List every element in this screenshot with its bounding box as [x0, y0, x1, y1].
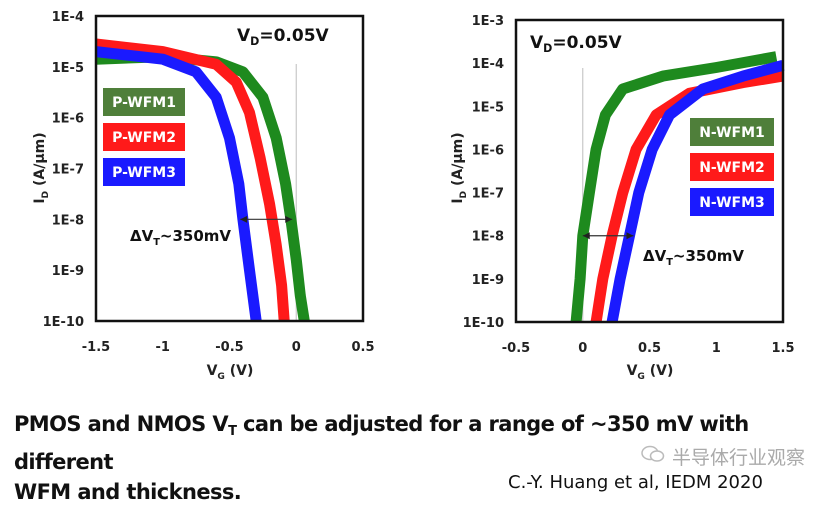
delta-vt-annotation: ΔVT~350mV	[643, 247, 744, 268]
series-line-p-wfm2	[95, 38, 290, 322]
watermark: 半导体行业观察	[640, 443, 805, 470]
y-tick-label: 1E-5	[472, 100, 504, 115]
caption-line2: WFM and thickness.	[14, 480, 242, 504]
x-tick-label: 0.5	[351, 340, 374, 355]
arrowhead-right	[626, 232, 634, 240]
arrowhead-left	[582, 232, 590, 240]
chart-figure: 1E-4 1E-5 1E-6 1E-7 1E-8 1E-9 1E-10 -1.5 -1 -0.5 0…	[32, 10, 795, 382]
legend-item-p-wfm1: P-WFM1	[103, 88, 185, 116]
series-line-p-wfm3	[95, 46, 262, 322]
legend-label: P-WFM3	[112, 165, 176, 181]
y-tick-label: 1E-8	[52, 213, 84, 228]
citation: C.-Y. Huang et al, IEDM 2020	[508, 472, 763, 493]
legend-item-p-wfm2: P-WFM2	[103, 123, 185, 151]
legend-label: N-WFM3	[699, 195, 765, 211]
x-tick-label: 1	[712, 341, 721, 356]
legend-item-p-wfm3: P-WFM3	[103, 158, 185, 186]
plot-pmos: 1E-4 1E-5 1E-6 1E-7 1E-8 1E-9 1E-10 -1.5 -1 -0.5 0…	[32, 10, 375, 382]
delta-vt-annotation: ΔVT~350mV	[130, 227, 231, 248]
legend-swatch	[690, 153, 774, 181]
legend-item-n-wfm3: N-WFM3	[690, 188, 774, 216]
series-line-n-wfm1	[570, 51, 778, 323]
arrowhead-right	[285, 215, 293, 223]
legend-label: P-WFM2	[112, 130, 176, 146]
y-tick-label: 1E-7	[472, 187, 504, 202]
y-tick-label: 1E-8	[472, 230, 504, 245]
y-tick-label: 1E-6	[52, 112, 84, 127]
caption-sub: T	[228, 424, 237, 439]
legend-swatch	[690, 188, 774, 216]
y-tick-label: 1E-4	[52, 10, 84, 25]
vd-annotation: VD=0.05V	[237, 26, 330, 48]
vd-annotation: VD=0.05V	[530, 33, 623, 55]
x-tick-label: -1.5	[82, 340, 110, 355]
legend-label: N-WFM1	[699, 125, 765, 141]
caption-part2: can be adjusted for a range of ~350 mV w…	[14, 412, 749, 474]
legend-label: N-WFM2	[699, 160, 765, 176]
y-axis-title: ID (A/μm)	[450, 132, 469, 203]
x-tick-label: -0.5	[502, 341, 530, 356]
legend-swatch	[103, 158, 185, 186]
watermark-text: 半导体行业观察	[672, 447, 806, 469]
legend-swatch	[103, 123, 185, 151]
y-tick-label: 1E-6	[472, 143, 504, 158]
y-axis-title: ID (A/μm)	[32, 132, 51, 203]
plot-frame	[94, 14, 365, 323]
y-tick-label: 1E-9	[52, 264, 84, 279]
plot-nmos: 1E-3 1E-4 1E-5 1E-6 1E-7 1E-8 1E-9 1E-10 -0.5 0 0.…	[450, 14, 795, 382]
y-tick-label: 1E-3	[472, 14, 504, 29]
x-axis-title: VG (V)	[207, 363, 254, 382]
x-tick-label: -1	[156, 340, 170, 355]
y-tick-label: 1E-4	[472, 57, 504, 72]
x-tick-label: 0	[292, 340, 301, 355]
y-tick-label: 1E-9	[472, 273, 504, 288]
y-tick-label: 1E-5	[52, 61, 84, 76]
y-tick-label: 1E-10	[43, 315, 84, 330]
legend-swatch	[103, 88, 185, 116]
legend-item-n-wfm1: N-WFM1	[690, 118, 774, 146]
caption-part1: PMOS and NMOS V	[14, 412, 229, 436]
x-tick-label: 0	[578, 341, 587, 356]
legend-label: P-WFM1	[112, 95, 176, 111]
arrowhead-left	[240, 215, 248, 223]
y-tick-label: 1E-10	[463, 316, 504, 331]
x-tick-label: 0.5	[638, 341, 661, 356]
plot-frame	[514, 18, 785, 324]
x-axis-title: VG (V)	[627, 363, 674, 382]
wechat-icon	[640, 444, 666, 469]
y-tick-label: 1E-7	[52, 163, 84, 178]
legend-swatch	[690, 118, 774, 146]
x-tick-label: -0.5	[215, 340, 243, 355]
series-line-n-wfm3	[606, 59, 785, 324]
x-tick-label: 1.5	[771, 341, 794, 356]
legend-item-n-wfm2: N-WFM2	[690, 153, 774, 181]
